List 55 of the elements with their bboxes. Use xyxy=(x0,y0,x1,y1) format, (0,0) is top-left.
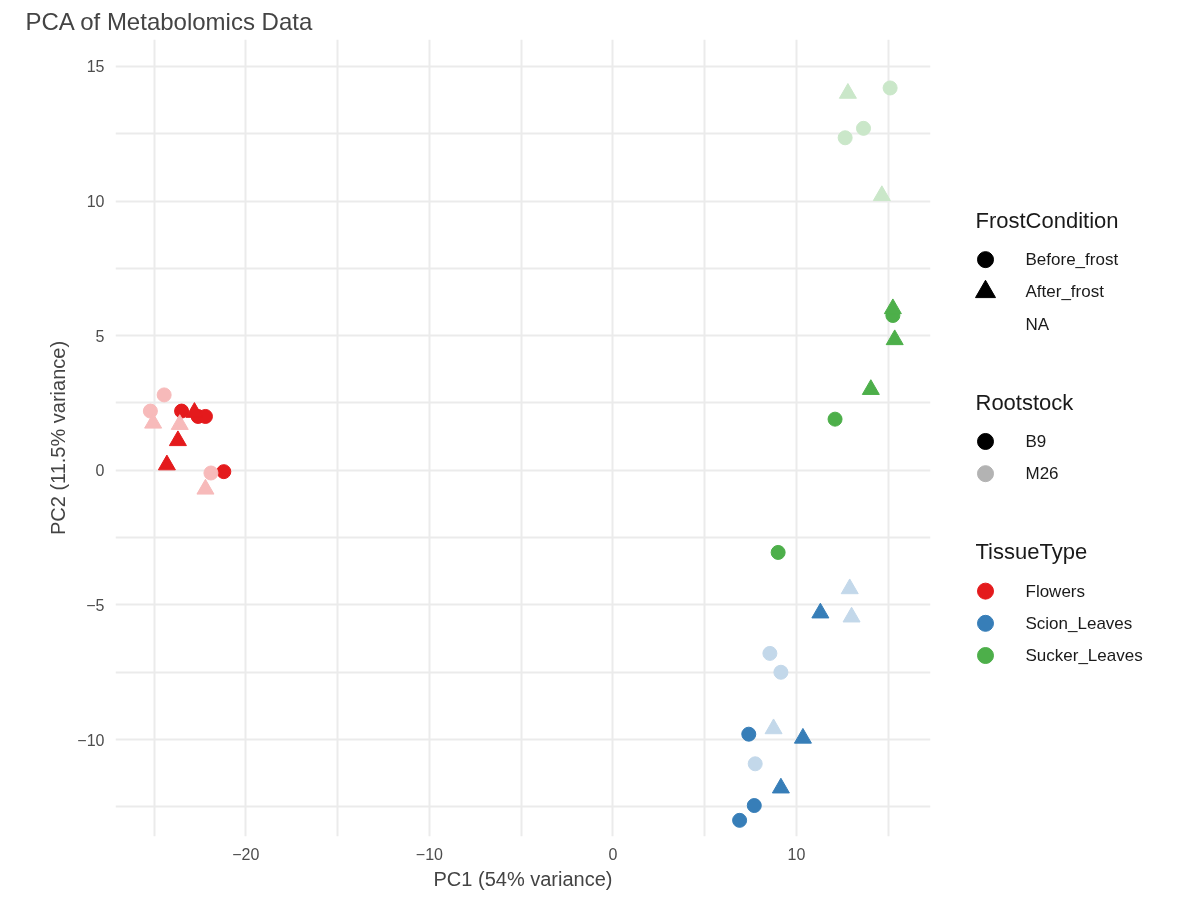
point xyxy=(741,726,757,742)
x-tick-label: 10 xyxy=(787,845,806,863)
point xyxy=(770,544,786,560)
y-tick-label: 0 xyxy=(95,462,105,480)
point xyxy=(773,664,789,680)
x-tick-label: 0 xyxy=(608,845,618,863)
point xyxy=(196,478,215,495)
point xyxy=(885,329,904,346)
point xyxy=(872,185,891,202)
point xyxy=(764,718,783,735)
point xyxy=(793,727,812,744)
point xyxy=(762,645,778,661)
point xyxy=(216,464,232,480)
point xyxy=(156,387,172,403)
text: NA xyxy=(1025,314,1050,334)
x-axis-title: PC1 (54% variance) xyxy=(433,867,613,890)
point xyxy=(157,454,176,471)
point xyxy=(840,578,859,595)
point xyxy=(811,602,830,619)
point xyxy=(837,130,853,146)
point xyxy=(882,80,898,96)
point xyxy=(861,379,880,395)
legend-label: After_frost xyxy=(1025,282,1105,302)
point xyxy=(746,798,762,814)
point xyxy=(883,298,902,315)
y-axis-title: PC2 (11.5% variance) xyxy=(47,340,70,536)
x-tick-label: −10 xyxy=(415,845,444,863)
legend-label: Scion_Leaves xyxy=(1025,613,1133,633)
legend-label: Flowers xyxy=(1025,581,1086,601)
point xyxy=(142,403,158,419)
point xyxy=(856,120,871,136)
text: TissueType xyxy=(975,539,1088,565)
y-tick-label: −5 xyxy=(86,596,105,614)
x-tick-label: −20 xyxy=(232,845,260,863)
point xyxy=(170,414,189,430)
legend-label: Before_frost xyxy=(1025,250,1119,270)
legend-label: Sucker_Leaves xyxy=(1025,646,1143,666)
point xyxy=(203,465,219,481)
legend-label: B9 xyxy=(1025,431,1047,451)
y-tick-label: 5 xyxy=(95,327,105,345)
point xyxy=(827,411,843,427)
y-tick-label: 10 xyxy=(86,193,105,211)
text: Rootstock xyxy=(975,389,1075,415)
text: FrostCondition xyxy=(975,207,1119,233)
y-tick-label: −10 xyxy=(77,731,105,749)
y-tick-label: 15 xyxy=(86,58,105,76)
chart-title: PCA of Metabolomics Data xyxy=(25,7,313,35)
point xyxy=(771,777,790,794)
point xyxy=(747,756,763,772)
legend-label: M26 xyxy=(1025,464,1059,484)
point xyxy=(168,430,187,447)
point xyxy=(838,83,857,99)
point xyxy=(842,606,861,623)
point xyxy=(732,812,748,828)
point xyxy=(174,403,190,419)
